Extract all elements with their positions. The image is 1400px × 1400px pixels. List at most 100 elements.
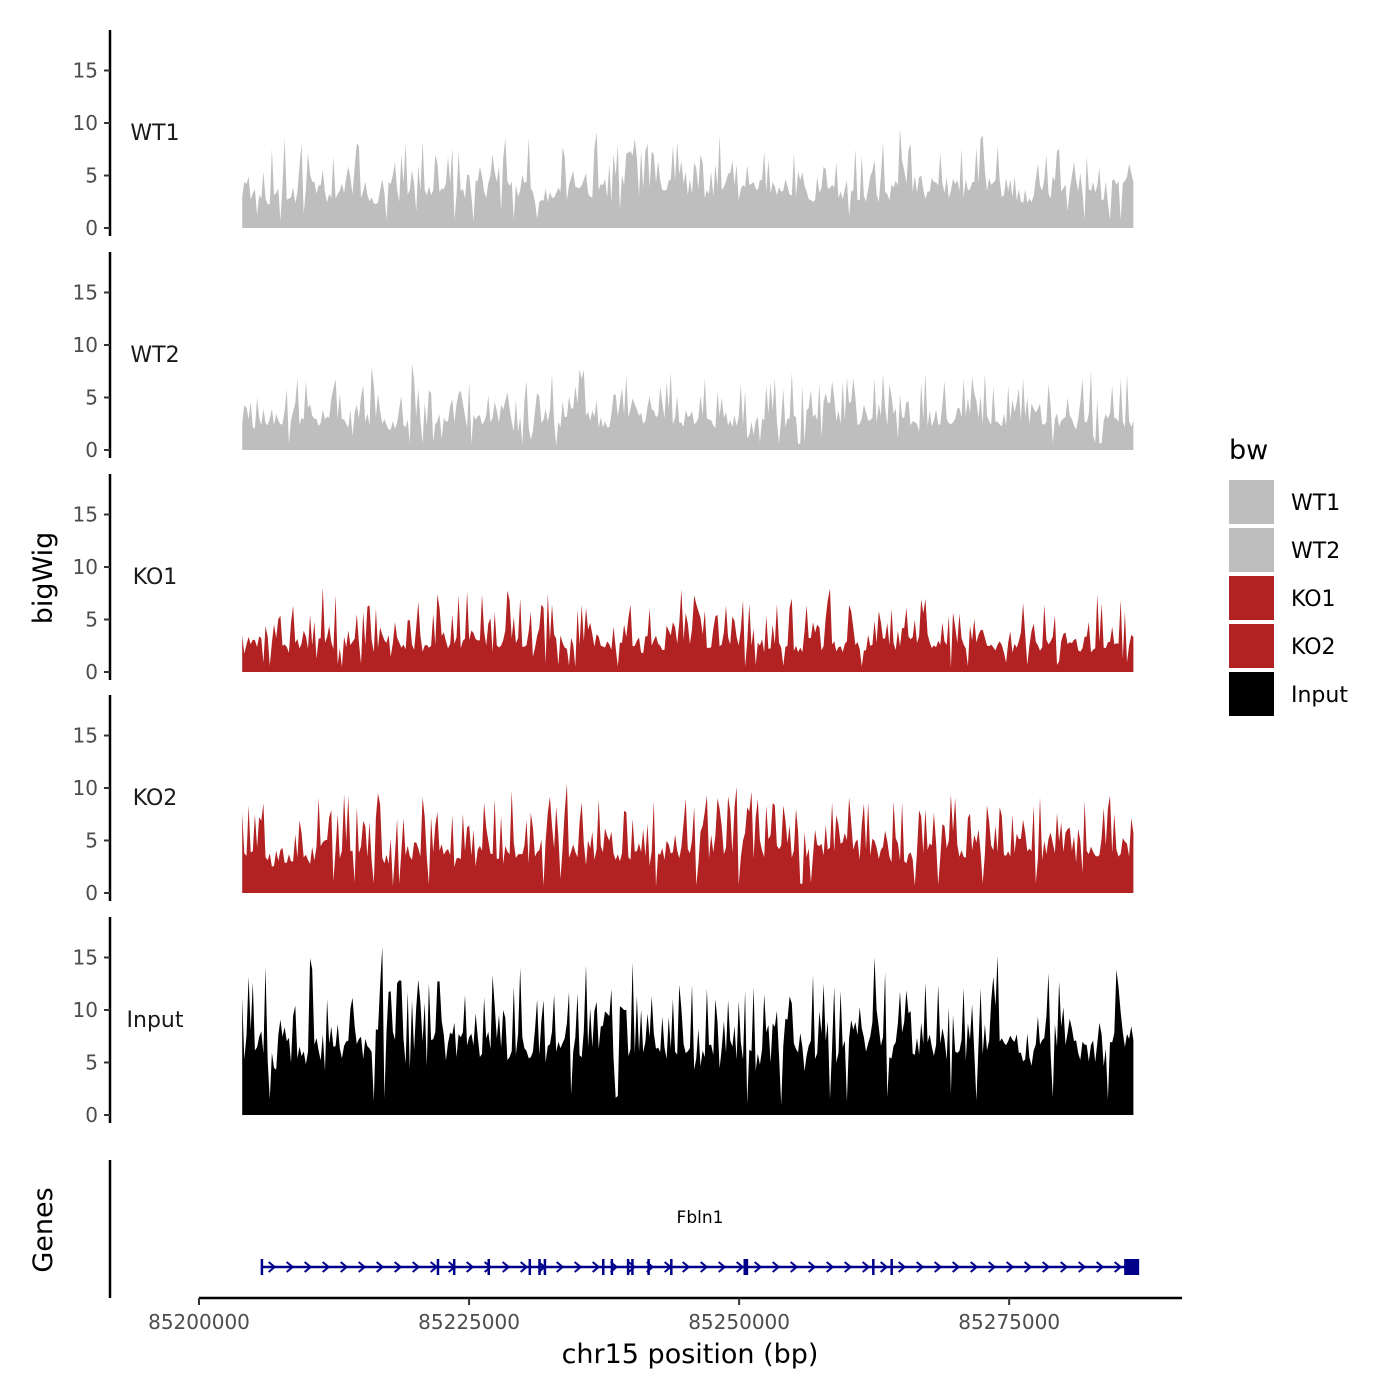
strand-arrow [988,1261,997,1273]
y-tick-label: 0 [85,216,98,240]
strand-arrow [934,1261,943,1273]
strand-arrow [358,1261,367,1273]
gene-exon [890,1259,893,1275]
gene-exon [452,1259,456,1275]
strand-arrow [808,1261,817,1273]
gene-exon [602,1259,605,1275]
track-panel-wt1: 0 5 10 15 WT1 [73,30,1134,240]
strand-arrow [376,1261,385,1273]
gene-exon [538,1259,541,1275]
strand-arrow [844,1261,853,1273]
y-tick-label: 0 [85,881,98,905]
strand-arrow [1006,1261,1015,1273]
strand-arrow [1078,1261,1087,1273]
x-tick-label: 85225000 [418,1310,520,1334]
y-tick-label: 15 [73,724,98,748]
strand-arrow [340,1261,349,1273]
strand-arrow [268,1261,277,1273]
y-tick-label: 5 [85,1051,98,1075]
legend-swatch-ko1 [1229,576,1274,620]
track-label-wt2: WT2 [130,343,179,368]
strand-arrow [1042,1261,1051,1273]
y-axis-title: bigWig [28,532,59,625]
gene-exon [626,1259,630,1275]
legend-label-wt1: WT1 [1291,491,1340,516]
signal-area-ko1 [242,587,1134,672]
legend-swatch-input [1229,672,1274,716]
strand-arrow [1114,1261,1123,1273]
strand-arrow [880,1261,889,1273]
x-axis-title: chr15 position (bp) [562,1339,819,1370]
signal-area-wt1 [242,128,1134,228]
gene-exon [670,1259,673,1275]
legend-title: bw [1229,435,1268,466]
y-tick-label: 5 [85,829,98,853]
gene-exon [528,1259,532,1275]
track-label-input: Input [127,1008,184,1033]
y-tick-label: 0 [85,438,98,462]
x-tick-label: 85200000 [148,1310,250,1334]
strand-arrow [556,1261,565,1273]
gene-exon [543,1259,547,1275]
gene-exon [743,1259,747,1275]
strand-arrow [286,1261,295,1273]
gene-exon [1124,1259,1140,1275]
strand-arrow [952,1261,961,1273]
y-tick-label: 10 [73,111,98,135]
strand-arrow [628,1261,637,1273]
gene-exon [631,1259,634,1275]
legend: bw WT1 WT2 KO1 KO2 Input [1229,435,1348,716]
y-tick-label: 5 [85,608,98,632]
legend-swatch-ko2 [1229,624,1274,668]
strand-arrow [790,1261,799,1273]
y-tick-label: 10 [73,555,98,579]
strand-arrow [466,1261,475,1273]
strand-arrow [394,1261,403,1273]
gene-exon [487,1259,490,1275]
strand-arrow [520,1261,529,1273]
track-panel-ko1: 0 5 10 15 KO1 [73,474,1134,684]
gene-exon [872,1259,875,1275]
strand-arrow [1060,1261,1069,1273]
y-tick-label: 15 [73,59,98,83]
strand-arrow [682,1261,691,1273]
y-tick-label: 10 [73,333,98,357]
y-tick-label: 10 [73,998,98,1022]
strand-arrow [502,1261,511,1273]
gene-model [260,1259,1140,1275]
y-tick-label: 5 [85,386,98,410]
strand-arrow [736,1261,745,1273]
genes-panel-label: Genes [28,1187,59,1272]
track-label-wt1: WT1 [130,121,179,146]
track-label-ko1: KO1 [133,565,178,590]
y-tick-label: 0 [85,660,98,684]
y-tick-label: 15 [73,946,98,970]
gene-exon [745,1259,749,1275]
strand-arrow [1024,1261,1033,1273]
legend-swatch-wt2 [1229,528,1274,572]
y-tick-label: 5 [85,164,98,188]
strand-arrow [700,1261,709,1273]
x-axis-ticks: 85200000 85225000 85250000 85275000 [148,1298,1060,1334]
strand-arrow [916,1261,925,1273]
gene-label: Fbln1 [677,1208,724,1228]
strand-arrow [304,1261,313,1273]
strand-arrow [970,1261,979,1273]
y-tick-label: 10 [73,776,98,800]
strand-arrow [412,1261,421,1273]
y-tick-label: 0 [85,1103,98,1127]
strand-arrow [592,1261,601,1273]
track-panel-input: 0 5 10 15 Input [73,917,1134,1127]
y-tick-label: 15 [73,503,98,527]
strand-arrow [772,1261,781,1273]
track-panel-ko2: 0 5 10 15 KO2 [73,695,1134,905]
legend-label-ko1: KO1 [1291,587,1336,612]
legend-label-wt2: WT2 [1291,539,1340,564]
strand-arrow [718,1261,727,1273]
signal-tracks: 0 5 10 15 WT1 0 5 10 15 WT2 0 5 10 15 KO1 0 5 10 15 KO2 0 5 10… [73,30,1134,1127]
gene-exon [436,1259,440,1275]
strand-arrow [754,1261,763,1273]
y-tick-label: 15 [73,281,98,305]
legend-label-input: Input [1291,683,1348,708]
